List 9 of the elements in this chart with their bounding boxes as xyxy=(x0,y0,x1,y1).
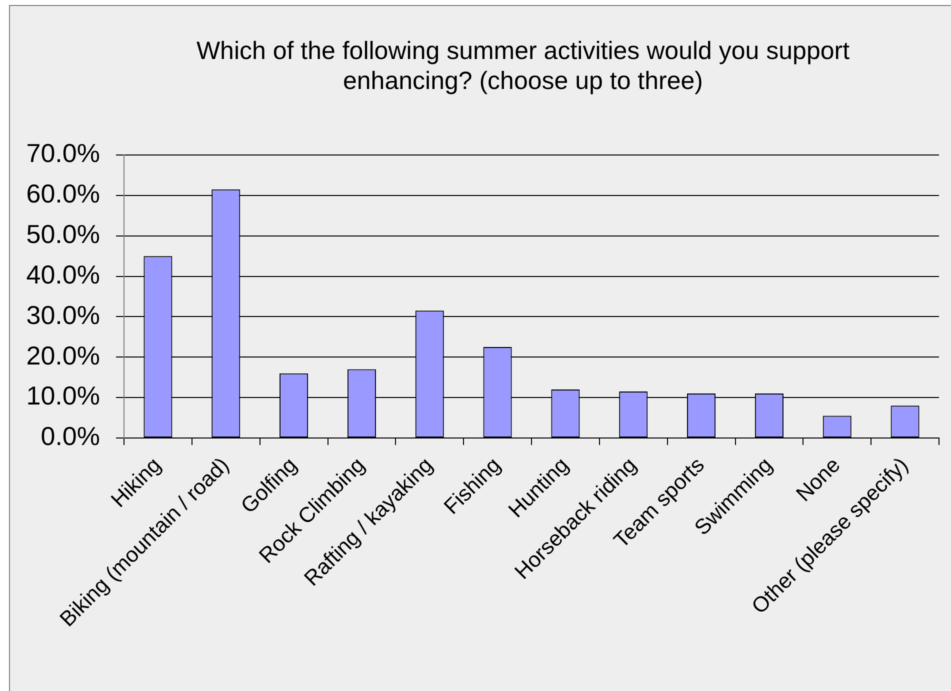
y-tick-label: 20.0% xyxy=(26,340,100,370)
y-tick-label: 60.0% xyxy=(26,178,100,209)
y-tick-label: 30.0% xyxy=(26,300,100,330)
chart-title: Which of the following summer activities would you support enhancing? (choose up to three) xyxy=(195,36,851,96)
y-tick-label: 40.0% xyxy=(26,259,100,290)
y-tick-label: 70.0% xyxy=(26,138,100,168)
y-tick-label: 0.0% xyxy=(40,421,100,452)
y-tick-label: 50.0% xyxy=(26,219,100,250)
y-tick-label: 10.0% xyxy=(26,380,100,411)
